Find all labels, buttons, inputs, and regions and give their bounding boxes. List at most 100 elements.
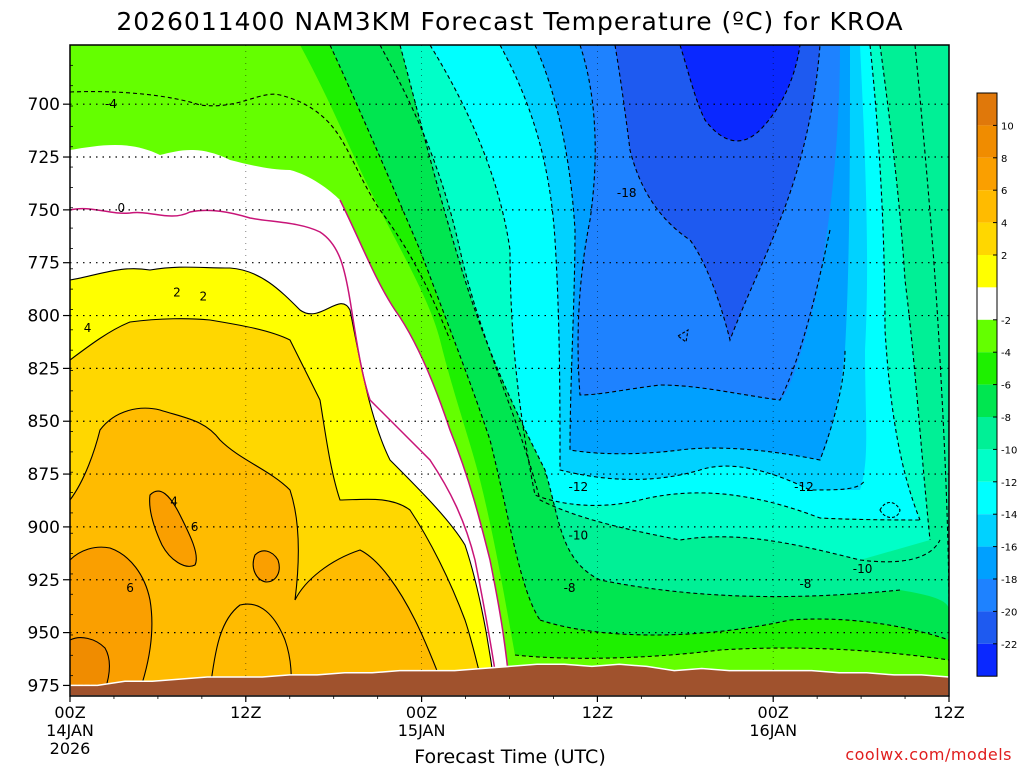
y-tick-label: 875 — [28, 465, 60, 485]
legend-label: 2 — [1001, 251, 1007, 262]
contour-label: -4 — [105, 97, 117, 111]
credit-text[interactable]: coolwx.com/models — [845, 745, 1012, 764]
contour-m14 — [499, 45, 866, 491]
x-tick-date: 14JAN — [46, 721, 94, 740]
legend-label: -6 — [1001, 381, 1011, 392]
legend-swatch — [977, 481, 997, 515]
contour-p10 — [70, 637, 111, 691]
legend-label: 4 — [1001, 219, 1007, 230]
y-axis: 700 725 750 775 800 825 850 875 900 925 950 975 — [28, 44, 73, 696]
contour-label: 6 — [126, 581, 134, 595]
legend-swatch — [977, 125, 997, 158]
y-tick-label: 950 — [28, 624, 60, 644]
x-tick-date: 15JAN — [398, 721, 446, 740]
contour-m6 — [329, 45, 541, 621]
contour-freezing-line — [70, 207, 499, 691]
contour-label: -8 — [799, 577, 811, 591]
legend-swatch — [977, 417, 997, 450]
x-tick-label: 12Z — [582, 703, 613, 722]
contour-label: 2 — [199, 290, 207, 304]
contour-m16-small — [879, 501, 901, 519]
legend-label: -14 — [1001, 510, 1017, 521]
contour-lines — [70, 45, 949, 691]
field-band-p8-island-b — [253, 550, 280, 582]
contour-m8 — [399, 45, 901, 598]
y-tick-label: 800 — [28, 307, 60, 327]
y-tick-label: 750 — [28, 201, 60, 221]
contour-label: -10 — [569, 528, 589, 542]
color-legend: 10 8 6 4 2 -2 -4 -6 -8 -10 -12 -14 -16 -18 -20 -22 — [976, 92, 1017, 677]
field-band-m24 — [680, 45, 800, 141]
contour-label: 4 — [170, 495, 178, 509]
contour-p8 — [70, 546, 153, 691]
legend-swatch — [977, 190, 997, 223]
contour-freezing-line-b — [339, 199, 511, 691]
legend-swatch — [977, 449, 997, 482]
contour-p8-island-a — [149, 490, 197, 567]
legend-swatch — [977, 514, 997, 547]
contour-label: 2 — [173, 285, 181, 299]
contour-m22 — [679, 45, 801, 142]
legend-swatch — [977, 93, 997, 126]
legend-label: -22 — [1001, 640, 1017, 651]
contour-label: 4 — [84, 321, 92, 335]
legend-swatch — [977, 287, 997, 320]
contour-label: -12 — [569, 480, 589, 494]
contour-p8-island-b — [252, 550, 280, 583]
contour-label: -18 — [617, 186, 637, 200]
legend-swatch — [977, 611, 997, 644]
legend-label: 6 — [1001, 186, 1007, 197]
contour-p6-b — [209, 603, 292, 691]
legend-label: -12 — [1001, 478, 1017, 489]
contour-m18 — [577, 45, 831, 401]
field-band-p6 — [70, 408, 445, 690]
contour-m12-right — [869, 45, 921, 521]
contour-m10 — [379, 45, 941, 563]
contour-label: -10 — [853, 562, 873, 576]
legend-swatch — [977, 222, 997, 255]
contour-m4-low — [514, 647, 949, 661]
ground-terrain — [70, 663, 949, 696]
y-tick-label: 775 — [28, 254, 60, 274]
field-band-p10 — [70, 637, 110, 690]
contour-label: 8 — [0, 655, 8, 669]
contour-label: 6 — [191, 520, 199, 534]
legend-swatch — [977, 157, 997, 191]
contour-m4 — [70, 91, 451, 341]
y-tick-label: 850 — [28, 412, 60, 432]
legend-label: -8 — [1001, 413, 1011, 424]
legend-label: -20 — [1001, 607, 1017, 618]
x-tick-label: 00Z — [758, 703, 789, 722]
x-tick-year: 2026 — [50, 739, 91, 758]
legend-swatch — [977, 643, 997, 677]
legend-label: 8 — [1001, 154, 1007, 165]
legend-label: -16 — [1001, 543, 1017, 554]
y-tick-label: 825 — [28, 359, 60, 379]
contour-m8-right — [914, 45, 949, 601]
contour-label: -12 — [794, 480, 814, 494]
legend-label: -18 — [1001, 575, 1017, 586]
legend-swatch — [977, 579, 997, 612]
legend-swatch — [977, 255, 997, 288]
legend-label: -10 — [1001, 445, 1017, 456]
legend-label: 10 — [1001, 121, 1014, 132]
legend-swatch — [977, 319, 997, 353]
legend-label: -2 — [1001, 316, 1011, 327]
grid-lines — [70, 45, 949, 696]
contour-m12 — [429, 45, 921, 521]
legend-swatch — [977, 384, 997, 417]
y-tick-label: 700 — [28, 95, 60, 115]
contour-p6 — [70, 407, 446, 691]
contour-m20 — [614, 45, 821, 342]
x-tick-label: 12Z — [230, 703, 261, 722]
contour-m6-low — [539, 618, 949, 641]
field-band-p8-island-a — [149, 491, 197, 567]
legend-swatch — [977, 546, 997, 579]
contour-p4 — [70, 318, 486, 691]
contour-m16 — [534, 45, 846, 461]
chart-title: 2026011400 NAM3KM Forecast Temperature (… — [116, 7, 903, 36]
y-tick-label: 925 — [28, 571, 60, 591]
